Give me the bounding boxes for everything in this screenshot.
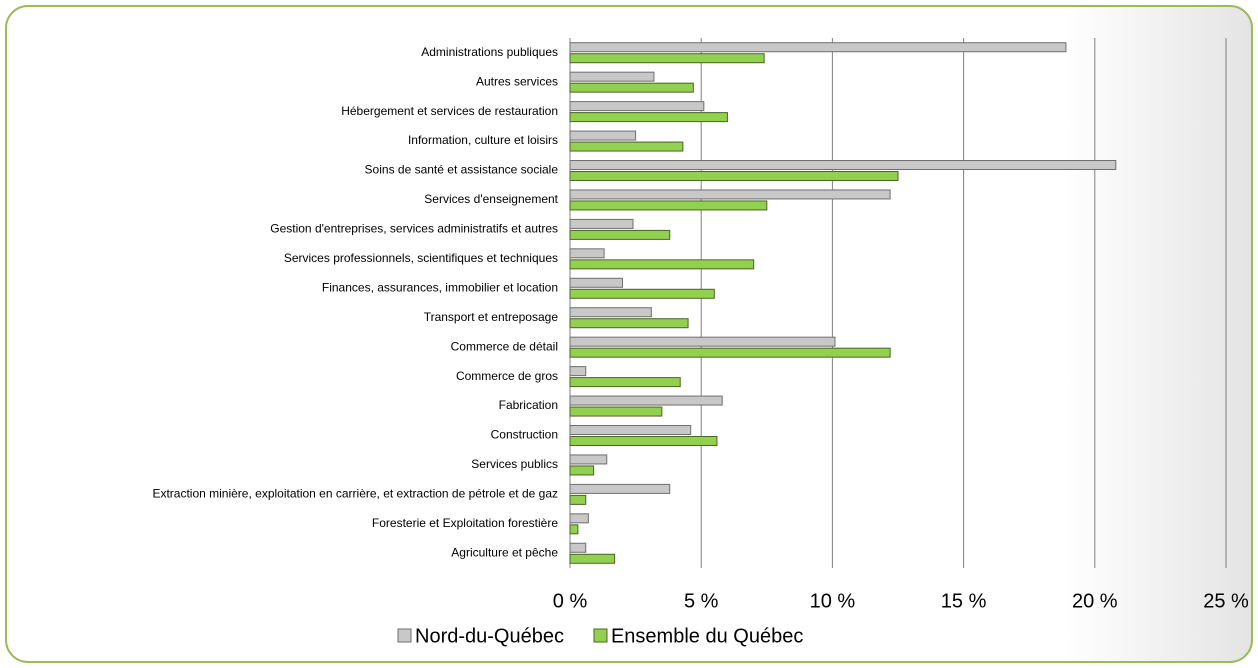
bar bbox=[569, 82, 694, 93]
category-label: Services professionnels, scientifiques e… bbox=[284, 251, 558, 265]
bar bbox=[569, 229, 671, 240]
bar bbox=[569, 160, 1117, 170]
bar bbox=[569, 259, 755, 270]
bar bbox=[569, 307, 652, 318]
bar bbox=[569, 542, 587, 553]
bar bbox=[569, 336, 836, 347]
legend-swatch bbox=[593, 628, 608, 643]
category-label: Agriculture et pêche bbox=[451, 545, 558, 559]
bar bbox=[569, 436, 718, 446]
bar bbox=[569, 553, 616, 564]
bar bbox=[569, 288, 715, 299]
bar bbox=[569, 218, 634, 229]
bar bbox=[569, 130, 637, 141]
category-label: Construction bbox=[491, 428, 558, 442]
category-label: Information, culture et loisirs bbox=[408, 133, 558, 147]
bar bbox=[569, 406, 663, 417]
x-tick-label: 0 % bbox=[553, 590, 588, 612]
x-tick-label: 15 % bbox=[941, 590, 987, 612]
category-label: Gestion d'entreprises, services administ… bbox=[270, 222, 558, 236]
bar bbox=[569, 513, 589, 524]
bar bbox=[569, 347, 891, 358]
bar bbox=[569, 189, 891, 200]
bar bbox=[569, 53, 765, 64]
x-tick-label: 25 % bbox=[1203, 590, 1249, 612]
category-label: Commerce de détail bbox=[451, 339, 558, 353]
bar bbox=[569, 425, 692, 435]
category-label: Hébergement et services de restauration bbox=[341, 104, 558, 118]
category-label: Transport et entreposage bbox=[424, 310, 559, 324]
bar bbox=[569, 454, 608, 465]
bar bbox=[569, 377, 681, 388]
bar bbox=[569, 200, 768, 211]
bar bbox=[569, 141, 684, 152]
x-tick-label: 10 % bbox=[810, 590, 856, 612]
category-label: Foresterie et Exploitation forestière bbox=[372, 516, 558, 530]
bar bbox=[569, 277, 623, 288]
bar bbox=[569, 494, 587, 505]
bar bbox=[569, 42, 1067, 53]
category-label: Commerce de gros bbox=[456, 369, 558, 383]
bar bbox=[569, 112, 728, 123]
category-label: Finances, assurances, immobilier et loca… bbox=[322, 280, 558, 294]
x-tick-label: 5 % bbox=[684, 590, 719, 612]
category-label: Administrations publiques bbox=[421, 45, 558, 59]
category-label: Services d'enseignement bbox=[424, 192, 558, 206]
bar bbox=[569, 465, 595, 476]
legend-label: Ensemble du Québec bbox=[611, 625, 803, 647]
legend-label: Nord-du-Québec bbox=[415, 625, 564, 647]
category-label: Autres services bbox=[476, 74, 558, 88]
category-label: Fabrication bbox=[499, 398, 558, 412]
x-tick-label: 20 % bbox=[1072, 590, 1118, 612]
bar bbox=[569, 483, 671, 494]
category-label: Extraction minière, exploitation en carr… bbox=[152, 487, 558, 501]
bar bbox=[569, 318, 689, 329]
legend-swatch bbox=[397, 628, 412, 643]
bar bbox=[569, 101, 705, 112]
bar bbox=[569, 171, 899, 181]
category-label: Soins de santé et assistance sociale bbox=[365, 163, 559, 177]
bar bbox=[569, 524, 579, 535]
bar bbox=[569, 395, 723, 406]
bar bbox=[569, 366, 587, 377]
bar bbox=[569, 71, 655, 82]
category-label: Services publics bbox=[471, 457, 558, 471]
bar bbox=[569, 248, 605, 259]
